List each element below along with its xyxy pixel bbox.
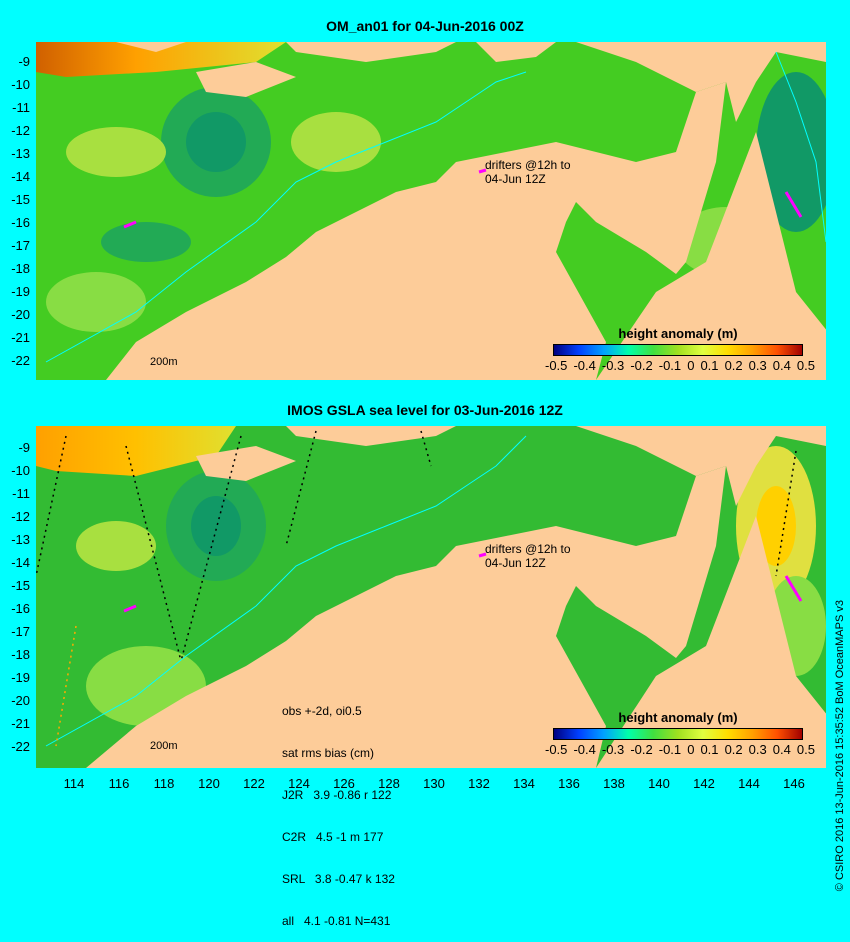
bottom-drifters-label: drifters @12h to 04-Jun 12Z xyxy=(485,542,571,570)
cb-label: 0.1 xyxy=(700,742,719,757)
y-tick: -14 xyxy=(11,555,30,570)
x-tick: 124 xyxy=(288,776,310,791)
cb-label: -0.2 xyxy=(630,742,653,757)
x-tick: 116 xyxy=(108,776,130,791)
x-tick: 126 xyxy=(333,776,355,791)
cb-label: -0.4 xyxy=(573,358,596,373)
y-tick: -19 xyxy=(11,284,30,299)
x-tick: 146 xyxy=(783,776,805,791)
y-tick: -11 xyxy=(12,100,30,115)
y-tick: -10 xyxy=(11,77,30,92)
bottom-map-title: IMOS GSLA sea level for 03-Jun-2016 12Z xyxy=(287,402,563,418)
cb-label: 0 xyxy=(687,358,695,373)
y-tick: -17 xyxy=(11,624,30,639)
drifters-label-line1: drifters @12h to xyxy=(485,158,571,172)
y-tick: -22 xyxy=(11,353,30,368)
cb-label: -0.1 xyxy=(658,358,682,373)
x-tick: 118 xyxy=(153,776,175,791)
legend-title: height anomaly (m) xyxy=(618,326,738,341)
drifters-label-line2: 04-Jun 12Z xyxy=(485,172,546,186)
x-tick: 142 xyxy=(693,776,715,791)
cb-label: -0.2 xyxy=(630,358,653,373)
y-tick: -18 xyxy=(11,647,30,662)
cb-label: 0.5 xyxy=(796,742,815,757)
cb-label: 0 xyxy=(687,742,695,757)
cb-label: -0.5 xyxy=(545,742,568,757)
y-tick: -21 xyxy=(11,330,30,345)
stats-box: obs +-2d, oi0.5 sat rms bias (cm) J2R 3.… xyxy=(282,676,395,942)
x-tick: 132 xyxy=(468,776,490,791)
x-tick: 122 xyxy=(243,776,265,791)
y-tick: -17 xyxy=(11,238,30,253)
cb-label: 0.5 xyxy=(796,358,815,373)
top-map xyxy=(36,42,826,380)
y-tick: -18 xyxy=(11,261,30,276)
y-tick: -9 xyxy=(18,440,30,455)
cb-label: 0.3 xyxy=(748,358,767,373)
stats-line: C2R 4.5 -1 m 177 xyxy=(282,830,384,844)
y-tick: -13 xyxy=(11,532,30,547)
cb-label: 0.2 xyxy=(724,358,743,373)
cb-label: 0.3 xyxy=(748,742,767,757)
cb-label: 0.4 xyxy=(772,358,791,373)
x-tick: 136 xyxy=(558,776,580,791)
x-tick: 120 xyxy=(198,776,220,791)
y-tick: -19 xyxy=(11,670,30,685)
colorbar-labels: -0.5 -0.4 -0.3 -0.2 -0.1 0 0.1 0.2 0.3 0… xyxy=(545,358,815,373)
y-tick: -9 xyxy=(18,54,30,69)
cb-label: -0.3 xyxy=(601,742,625,757)
y-tick: -20 xyxy=(11,307,30,322)
colorbar xyxy=(553,728,803,740)
x-tick: 114 xyxy=(63,776,85,791)
y-tick: -16 xyxy=(11,601,30,616)
stats-line: J2R 3.9 -0.86 r 122 xyxy=(282,788,392,802)
top-map-title: OM_an01 for 04-Jun-2016 00Z xyxy=(326,18,524,34)
legend-title: height anomaly (m) xyxy=(618,710,738,725)
cb-label: -0.4 xyxy=(573,742,596,757)
x-tick: 128 xyxy=(378,776,400,791)
y-tick: -10 xyxy=(11,463,30,478)
y-tick: -20 xyxy=(11,693,30,708)
colorbar xyxy=(553,344,803,356)
y-tick: -16 xyxy=(11,215,30,230)
x-tick: 130 xyxy=(423,776,445,791)
top-scale-label: 200m xyxy=(150,356,178,368)
cb-label: 0.1 xyxy=(700,358,719,373)
colorbar-labels: -0.5 -0.4 -0.3 -0.2 -0.1 0 0.1 0.2 0.3 0… xyxy=(545,742,815,757)
cb-label: -0.1 xyxy=(658,742,682,757)
x-tick: 140 xyxy=(648,776,670,791)
y-tick: -11 xyxy=(12,486,30,501)
y-tick: -22 xyxy=(11,739,30,754)
x-tick: 138 xyxy=(603,776,625,791)
y-tick: -12 xyxy=(11,509,30,524)
cb-label: -0.3 xyxy=(601,358,625,373)
y-tick: -14 xyxy=(11,169,30,184)
cb-label: -0.5 xyxy=(545,358,568,373)
y-tick: -21 xyxy=(11,716,30,731)
credit-text: © CSIRO 2016 13-Jun-2016 15:35:52 BoM Oc… xyxy=(834,600,846,892)
bottom-map xyxy=(36,426,826,768)
drifters-label-line1: drifters @12h to xyxy=(485,542,571,556)
drifters-label-line2: 04-Jun 12Z xyxy=(485,556,546,570)
y-tick: -13 xyxy=(11,146,30,161)
top-map-canvas xyxy=(36,42,826,380)
stats-line: obs +-2d, oi0.5 xyxy=(282,704,362,718)
bottom-scale-label: 200m xyxy=(150,740,178,752)
x-tick: 144 xyxy=(738,776,760,791)
y-tick: -15 xyxy=(11,578,30,593)
stats-line: SRL 3.8 -0.47 k 132 xyxy=(282,872,395,886)
top-drifters-label: drifters @12h to 04-Jun 12Z xyxy=(485,158,571,186)
x-tick: 134 xyxy=(513,776,535,791)
stats-line: sat rms bias (cm) xyxy=(282,746,375,760)
stats-line: all 4.1 -0.81 N=431 xyxy=(282,914,391,928)
cb-label: 0.4 xyxy=(772,742,791,757)
y-tick: -15 xyxy=(11,192,30,207)
y-tick: -12 xyxy=(11,123,30,138)
bottom-map-canvas xyxy=(36,426,826,768)
cb-label: 0.2 xyxy=(724,742,743,757)
